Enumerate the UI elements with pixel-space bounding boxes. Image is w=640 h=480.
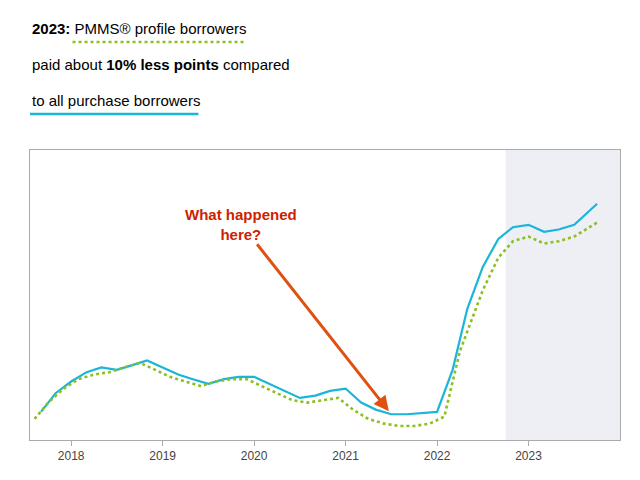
svg-text:2021: 2021	[332, 449, 359, 463]
svg-text:to all purchase borrowers: to all purchase borrowers	[32, 92, 200, 109]
svg-text:2018: 2018	[58, 449, 85, 463]
svg-text:2023: PMMS® profile borrowers: 2023: PMMS® profile borrowers	[32, 20, 246, 37]
svg-text:2019: 2019	[149, 449, 176, 463]
svg-text:2020: 2020	[241, 449, 268, 463]
svg-text:2022: 2022	[424, 449, 451, 463]
svg-text:What happenedhere?: What happenedhere?	[185, 206, 297, 243]
svg-text:2023: 2023	[515, 449, 542, 463]
svg-text:paid about 10% less points com: paid about 10% less points compared	[32, 56, 290, 73]
